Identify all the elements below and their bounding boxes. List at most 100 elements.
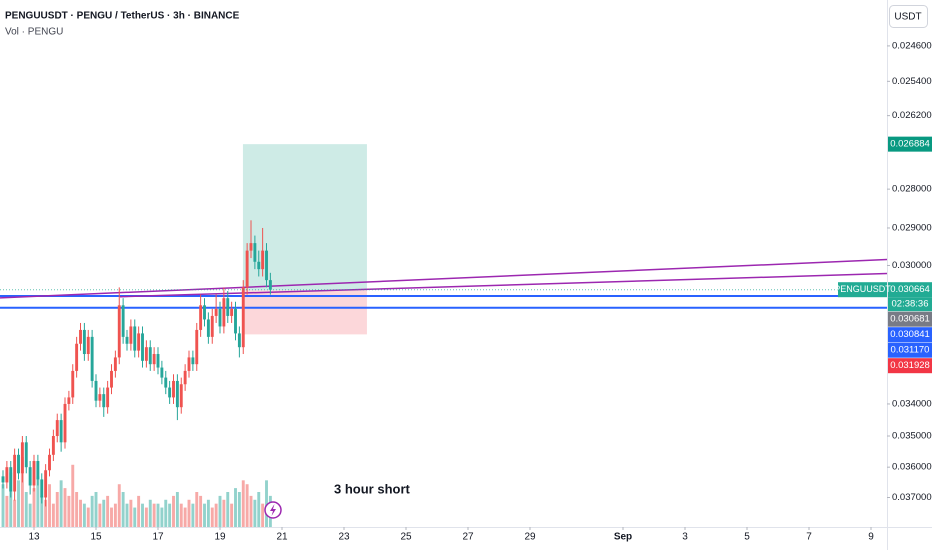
volume-bar [253, 499, 257, 527]
candle-body [17, 454, 20, 474]
volume-bar [133, 507, 137, 527]
candle-body [125, 336, 129, 344]
candle-body [268, 280, 272, 290]
candle-body [55, 420, 59, 437]
volume-bar [237, 492, 241, 527]
candle-body [257, 261, 261, 270]
candle-body [261, 250, 265, 270]
x-tick-label: 5 [744, 532, 750, 543]
candle-body [44, 470, 48, 498]
lightning-bolt [270, 504, 276, 516]
x-tick-label: 25 [400, 532, 412, 543]
volume-bar [113, 503, 117, 527]
y-tick-label: 0.029000 [892, 222, 932, 233]
unit-button[interactable] [889, 5, 928, 28]
volume-bar [79, 499, 82, 527]
volume-bar [82, 503, 86, 527]
candle-body [51, 436, 55, 455]
trend-line [0, 258, 888, 299]
candle-body [210, 315, 214, 337]
plot-area: 0.024600 0.025400 0.026200 0.028000 0.029000… [0, 40, 932, 543]
volume-bar [59, 480, 63, 527]
candle-body [121, 305, 125, 337]
x-tick-label: 15 [90, 532, 102, 543]
price-badge-label: 0.031928 [890, 360, 930, 371]
candle-body [168, 387, 172, 398]
volume-bar [245, 484, 249, 527]
volume-bar [160, 507, 164, 527]
volume-bar [137, 495, 141, 527]
symbol-badge-label: PENGUUSDT [834, 284, 891, 294]
x-tick-label: 23 [338, 532, 350, 543]
price-badge [888, 342, 932, 358]
volume-bar [172, 495, 175, 527]
candle-body [102, 394, 106, 408]
volume-bar [5, 495, 9, 527]
volume-bar [218, 495, 222, 527]
volume-bar [183, 507, 187, 527]
volume-bar [129, 499, 133, 527]
candle-body [98, 394, 102, 401]
volume-bar [17, 480, 20, 527]
volume-bar [164, 499, 168, 527]
volume-bar [156, 503, 160, 527]
volume-bar [48, 484, 51, 527]
candle-body [86, 336, 90, 355]
volume-bar [191, 503, 195, 527]
x-tick-label: 9 [868, 532, 874, 543]
candle-body [156, 354, 160, 368]
volume-bar [86, 507, 90, 527]
volume-bar [195, 492, 199, 527]
candle-body [175, 380, 179, 408]
candle-body [94, 380, 98, 401]
candle-body [265, 250, 268, 281]
volume-bar [55, 492, 59, 527]
candle-body [110, 370, 113, 388]
candle-body [82, 329, 86, 355]
candle-body [206, 319, 210, 337]
unit-label[interactable]: USDT [894, 12, 921, 23]
volume-bar [121, 492, 125, 527]
candle-body [67, 397, 71, 404]
volume-bar [257, 492, 261, 527]
position-stop-zone [242, 290, 367, 335]
volume-bar [265, 480, 268, 527]
candle-body [226, 298, 230, 316]
candle-body [241, 287, 245, 348]
candle-body [191, 357, 195, 365]
candle-body [245, 250, 249, 288]
candle-body [234, 308, 237, 334]
x-tick-label: 19 [214, 532, 226, 543]
volume-bar [71, 464, 75, 527]
volume-bar [9, 472, 13, 527]
candle-body [222, 298, 226, 327]
volume-bar [63, 488, 67, 527]
candle-body [230, 308, 234, 316]
volume-bar [226, 492, 230, 527]
y-tick-label: 0.036000 [892, 462, 932, 473]
price-badge [888, 327, 932, 343]
candle-body [106, 387, 110, 408]
candle-body [183, 370, 187, 385]
volume-bar [125, 503, 129, 527]
price-badge-label: 0.030664 [890, 284, 930, 295]
x-tick-label: 29 [524, 532, 536, 543]
volume-bar [222, 499, 226, 527]
y-tick-label: 0.030000 [892, 260, 932, 271]
candle-body [59, 420, 63, 443]
price-badge [888, 311, 932, 327]
candle-body [249, 243, 253, 251]
candle-body [179, 384, 183, 408]
volume-bar [214, 503, 218, 527]
volume-bar [67, 495, 71, 527]
candle-body [71, 370, 75, 398]
candle-body [160, 367, 164, 378]
symbol-badge [838, 282, 887, 298]
volume-bar [148, 499, 152, 527]
y-tick-label: 0.028000 [892, 184, 932, 195]
candle-body [164, 377, 168, 388]
candle-body [152, 354, 156, 365]
